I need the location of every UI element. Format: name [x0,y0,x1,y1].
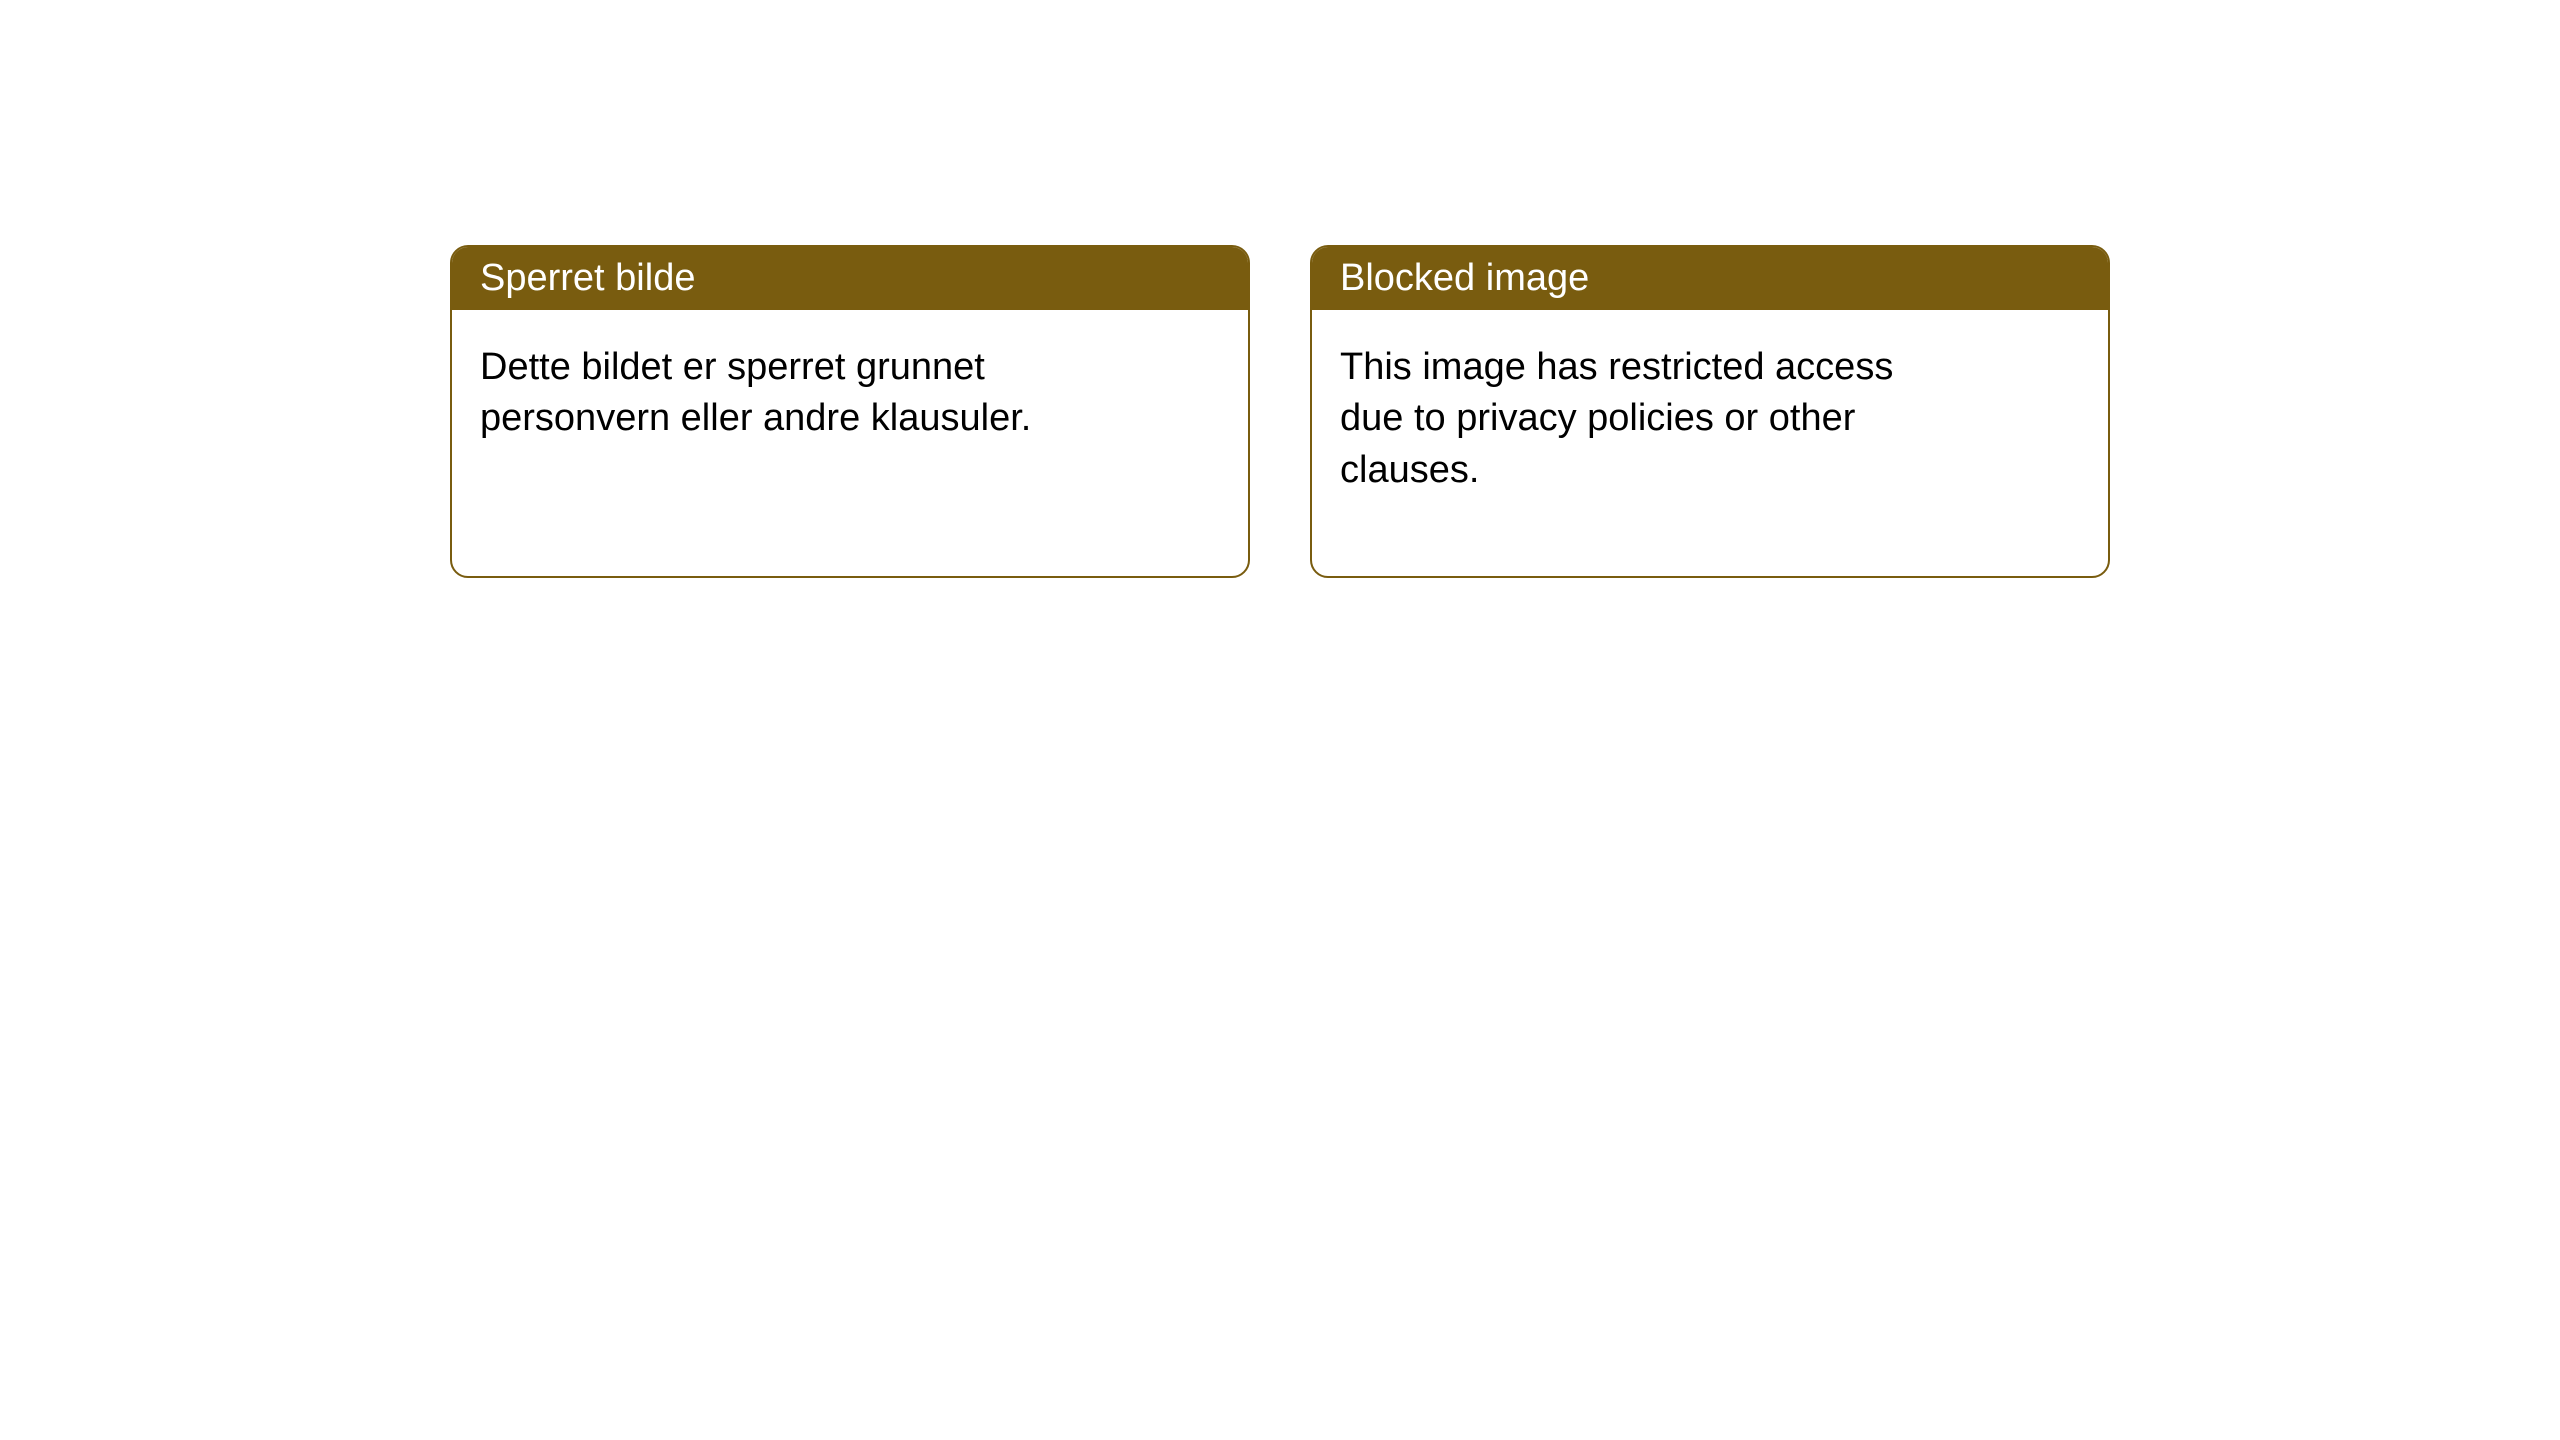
card-title: Sperret bilde [480,257,695,299]
card-header-english: Blocked image [1312,247,2108,310]
card-header-norwegian: Sperret bilde [452,247,1248,310]
card-english: Blocked image This image has restricted … [1310,245,2110,578]
card-body-text: Dette bildet er sperret grunnet personve… [480,346,1031,439]
card-body-english: This image has restricted access due to … [1312,310,1972,576]
card-body-norwegian: Dette bildet er sperret grunnet personve… [452,310,1112,525]
card-body-text: This image has restricted access due to … [1340,346,1893,491]
card-title: Blocked image [1340,257,1589,299]
cards-container: Sperret bilde Dette bildet er sperret gr… [0,0,2560,578]
card-norwegian: Sperret bilde Dette bildet er sperret gr… [450,245,1250,578]
